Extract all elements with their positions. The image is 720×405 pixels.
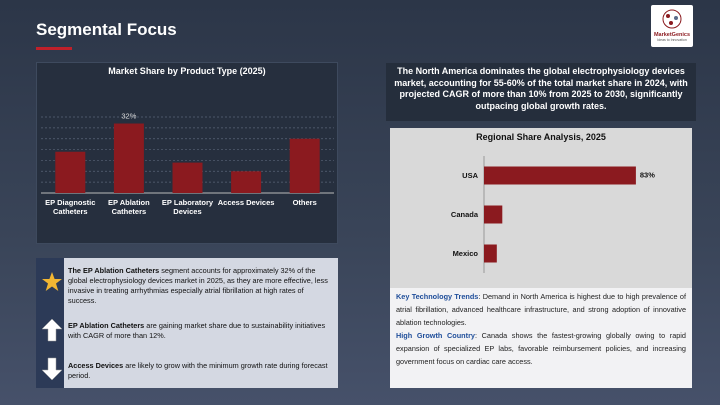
chart-title: Market Share by Product Type (2025) (108, 66, 266, 76)
bar (231, 171, 262, 193)
insight-label: High Growth Country (396, 331, 475, 341)
bar (172, 162, 203, 193)
logo-icon (662, 9, 682, 29)
bar (484, 205, 503, 224)
x-tick-label: EP Laboratory Devices (161, 198, 214, 216)
highlight-bold: EP Ablation Catheters (68, 321, 145, 330)
bar (289, 138, 320, 193)
logo: MarketGenics Ideas to Innovation (651, 5, 693, 47)
insight: Key Technology Trends: Demand in North A… (396, 291, 686, 329)
logo-name: MarketGenics (653, 32, 691, 38)
insight-text: : Demand in North America is highest due… (396, 292, 686, 327)
y-tick-label: Canada (450, 209, 478, 219)
logo-tagline: Ideas to Innovation (657, 38, 687, 42)
value-label: 83% (640, 170, 655, 179)
y-tick-label: USA (462, 170, 478, 180)
highlight-text: are gaining market share due to sustaina… (68, 321, 326, 340)
bar (55, 151, 86, 193)
x-tick-label: Access Devices (217, 198, 275, 207)
title-rule (36, 47, 72, 50)
star-icon (42, 272, 62, 291)
up-arrow-icon (41, 318, 63, 342)
highlights-panel (36, 258, 338, 388)
value-label: 32% (121, 111, 136, 120)
down-arrow-icon (41, 357, 63, 381)
highlight-text: are likely to grow with the minimum grow… (68, 361, 328, 380)
highlight: Access Devices are likely to grow with t… (68, 361, 334, 381)
chart-panel: Regional Share Analysis, 2025 83% USA Cana… (390, 128, 692, 288)
insight: High Growth Country: Canada shows the fa… (396, 330, 686, 368)
highlight: EP Ablation Catheters are gaining market… (68, 321, 334, 341)
plot: 83% (483, 156, 655, 273)
highlight: The EP Ablation Catheters segment accoun… (68, 266, 334, 305)
chart-title: Regional Share Analysis, 2025 (476, 132, 606, 142)
insight-label: Key Technology Trends (396, 292, 479, 301)
callout: The North America dominates the global e… (386, 63, 696, 121)
x-tick-label: EP Ablation Catheters (108, 198, 150, 216)
chart-panel: Market Share by Product Type (2025) 32% E… (36, 62, 338, 244)
highlight-bold: The EP Ablation Catheters (68, 266, 160, 275)
bar (484, 166, 636, 185)
plot: 32% (41, 111, 334, 194)
highlight-text: segment accounts for approximately 32% o… (68, 266, 328, 305)
slide-title: Segmental Focus (36, 20, 177, 39)
y-tick-label: Mexico (452, 248, 478, 258)
x-tick-label: EP Diagnostic Catheters (45, 198, 96, 216)
bar (484, 244, 497, 263)
bar (113, 123, 144, 193)
insights: Key Technology Trends: Demand in North A… (390, 288, 692, 388)
x-tick-label: Others (292, 198, 317, 207)
highlight-bold: Access Devices (68, 361, 124, 370)
insight-text: : Canada shows the fastest-growing globa… (396, 331, 686, 366)
